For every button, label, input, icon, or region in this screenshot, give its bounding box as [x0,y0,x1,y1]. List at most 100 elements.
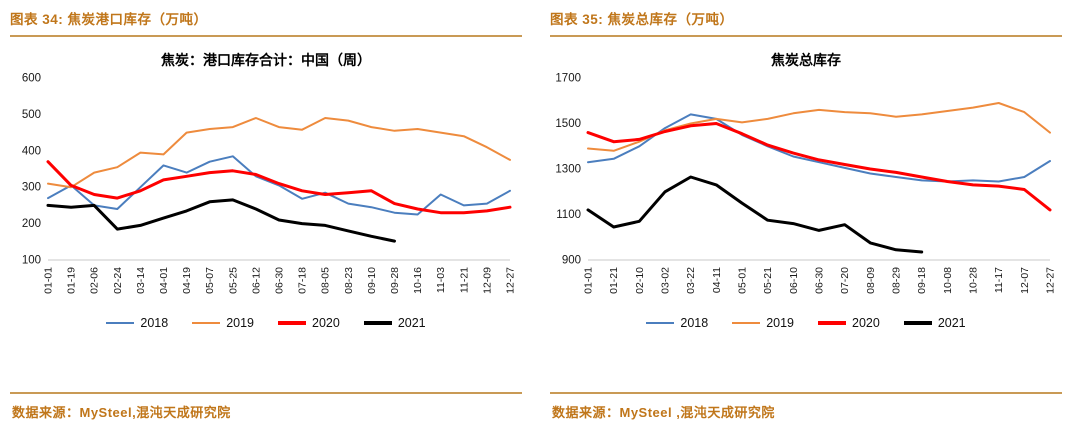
series-line-2019 [587,102,1051,152]
x-axis-tick-label: 03-22 [685,267,697,294]
legend-item-2018: 2018 [646,316,708,330]
caption-rule [10,35,522,37]
x-axis-tick-label: 11-03 [435,267,447,293]
x-axis-tick-label: 01-21 [608,267,620,294]
chart-legend: 2018 2019 2020 2021 [646,316,966,330]
x-axis-tick-label: 04-01 [158,267,170,294]
data-source: 数据来源：MySteel ,混沌天成研究院 [552,405,775,420]
panel-footer: 数据来源：MySteel ,混沌天成研究院 [550,392,1062,431]
legend-item-2021: 2021 [363,316,426,330]
x-axis-tick-label: 02-10 [634,267,646,294]
legend-line-swatch [818,321,846,325]
y-axis-tick-label: 1700 [555,73,581,85]
y-axis-tick-label: 500 [22,109,41,121]
legend-label: 2019 [226,316,254,330]
x-axis-tick-label: 08-09 [865,267,877,294]
source-rule [10,392,522,394]
caption-rule [550,35,1062,37]
source-rule [550,392,1062,394]
y-axis-tick-label: 1300 [555,164,581,176]
chart-title: 焦炭：港口库存合计：中国（周） [161,52,371,68]
legend-item-2018: 2018 [106,316,168,330]
legend-label: 2018 [140,316,169,330]
x-axis-tick-label: 12-27 [1045,267,1057,294]
legend-item-2019: 2019 [732,316,794,330]
x-axis-tick-label: 05-07 [204,267,216,294]
series-line-2020 [46,160,512,215]
legend-line-swatch [278,321,306,325]
legend-label: 2019 [766,316,794,330]
x-axis-tick-label: 11-21 [458,267,470,293]
series-line-2021 [46,198,396,243]
x-axis-tick-label: 06-30 [274,267,286,294]
legend-item-2021: 2021 [903,316,966,330]
chart-title: 焦炭总库存 [771,52,841,68]
y-axis-tick-label: 300 [22,182,41,194]
x-axis-tick-label: 07-20 [839,267,851,294]
x-axis-tick-label: 04-11 [711,267,723,293]
chart-area: 焦炭：港口库存合计：中国（周） 100 200 300 400 500 600 01-01 0… [10,37,522,392]
panel-footer: 数据来源：MySteel,混沌天成研究院 [10,392,522,431]
x-axis-tick-label: 11-17 [993,267,1005,293]
x-axis-tick-label: 05-25 [227,267,239,294]
x-axis-tick-label: 10-08 [942,267,954,294]
line-chart-total-inventory: 900 1100 1300 1500 1700 01-01 01-21 02-10 03-02 0… [555,73,1057,294]
x-axis-tick-label: 04-19 [181,267,193,294]
series-line-2018 [47,155,511,216]
panel-figure-35: 图表 35: 焦炭总库存（万吨） 焦炭总库存 900 1100 1300 1500 17… [540,0,1080,431]
legend-label: 2020 [312,316,340,330]
x-axis-tick-label: 08-05 [320,267,332,294]
series-line-2021 [586,175,924,254]
legend-line-swatch [106,321,135,325]
figure-caption: 图表 34: 焦炭港口库存（万吨） [10,12,208,27]
legend-label: 2020 [852,316,880,330]
x-axis-tick-label: 01-01 [43,267,55,294]
y-axis-tick-label: 1100 [556,209,581,221]
x-axis-tick-label: 08-29 [891,267,903,294]
x-axis-tick-label: 01-19 [66,267,78,294]
panel-figure-34: 图表 34: 焦炭港口库存（万吨） 焦炭：港口库存合计：中国（周） 100 200… [10,12,522,431]
y-axis-tick-label: 400 [22,145,41,157]
series-line-2019 [47,117,511,189]
x-axis-tick-label: 07-18 [297,267,309,294]
x-axis-tick-label: 09-18 [916,267,928,294]
figure-caption: 图表 35: 焦炭总库存（万吨） [550,12,734,27]
line-chart-port-inventory: 100 200 300 400 500 600 01-01 01-19 02-06 02-24 03… [22,73,517,294]
x-axis-tick-label: 12-07 [1019,267,1031,294]
x-axis-tick-label: 06-30 [814,267,826,294]
legend-label: 2021 [397,316,426,330]
x-axis-tick-label: 10-28 [968,267,980,294]
x-axis-tick-label: 12-27 [505,267,517,294]
x-axis-tick-label: 12-09 [481,267,493,294]
x-axis-tick-label: 05-21 [762,267,774,294]
y-axis-tick-label: 1500 [555,118,581,130]
x-axis-tick-label: 06-10 [788,267,800,294]
data-source: 数据来源：MySteel,混沌天成研究院 [12,405,231,420]
y-axis-tick-label: 100 [22,255,41,267]
x-axis-tick-label: 02-06 [89,267,101,294]
legend-label: 2018 [680,316,709,330]
legend-line-swatch [903,321,932,325]
legend-line-swatch [646,321,675,325]
legend-line-swatch [363,321,392,325]
x-axis-tick-label: 10-16 [412,267,424,294]
y-axis-tick-label: 900 [562,255,581,267]
legend-item-2019: 2019 [192,316,254,330]
legend-line-swatch [732,321,761,325]
x-axis-tick-label: 05-01 [737,267,749,294]
x-axis-tick-label: 01-01 [583,267,595,294]
y-axis-tick-label: 600 [22,73,41,85]
x-axis-tick-label: 03-02 [660,267,672,294]
x-axis-tick-label: 03-14 [135,267,147,294]
x-axis-tick-label: 02-24 [112,267,124,294]
legend-item-2020: 2020 [278,316,340,330]
legend-item-2020: 2020 [818,316,880,330]
x-axis-tick-label: 09-10 [366,267,378,294]
legend-label: 2021 [937,316,966,330]
legend-line-swatch [192,321,221,325]
series-line-2020 [586,122,1052,212]
series-line-2018 [587,113,1051,183]
y-axis-tick-label: 200 [22,218,41,230]
chart-area: 焦炭总库存 900 1100 1300 1500 1700 01-01 01-21 02-10… [550,37,1062,392]
